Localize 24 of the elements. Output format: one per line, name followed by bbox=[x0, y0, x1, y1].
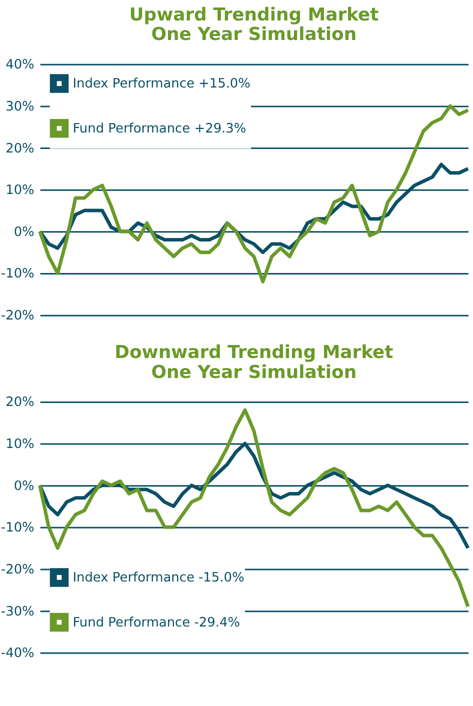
y-tick-label: 30% bbox=[6, 99, 34, 114]
legend-label: Fund Performance +29.3% bbox=[72, 121, 246, 136]
y-tick-label: 40% bbox=[6, 58, 34, 73]
line-series bbox=[38, 104, 470, 284]
y-tick-label: 10% bbox=[6, 183, 34, 198]
y-tick-label: -30% bbox=[0, 604, 34, 620]
text: One Year Simulation bbox=[151, 362, 357, 383]
text: Upward Trending Market bbox=[129, 4, 379, 26]
y-tick-label: -40% bbox=[0, 646, 34, 662]
y-tick-label: -10% bbox=[0, 520, 34, 536]
y-tick-label: 0% bbox=[14, 478, 34, 494]
y-tick-label: -20% bbox=[0, 562, 34, 578]
legend-label: Index Performance +15.0% bbox=[72, 76, 250, 92]
y-tick-label: 0% bbox=[14, 224, 34, 240]
y-tick-label: 10% bbox=[6, 437, 34, 452]
text: One Year Simulation bbox=[151, 24, 357, 46]
legend-label: Index Performance -15.0% bbox=[72, 570, 244, 586]
y-tick-label: -20% bbox=[0, 308, 34, 324]
y-tick-label: 20% bbox=[6, 395, 34, 410]
text: Downward Trending Market bbox=[114, 342, 394, 363]
line-series bbox=[38, 408, 470, 608]
y-tick-label: 20% bbox=[6, 141, 34, 156]
legend-label: Fund Performance -29.4% bbox=[72, 615, 240, 630]
y-tick-label: -10% bbox=[0, 266, 34, 282]
